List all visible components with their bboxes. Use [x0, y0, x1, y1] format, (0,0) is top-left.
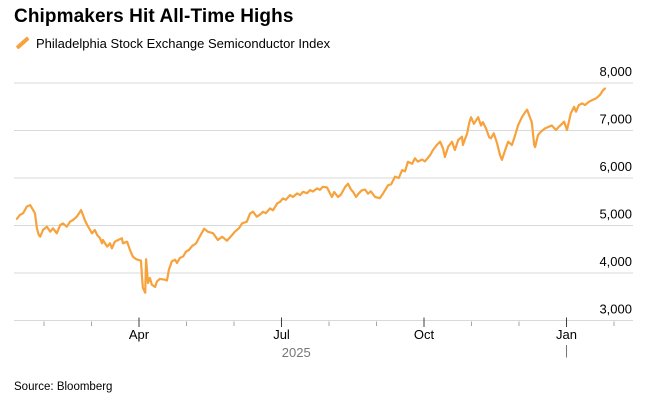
x-axis-label: Jan	[556, 327, 577, 342]
y-axis-label: 7,000	[599, 112, 632, 127]
y-axis-label: 3,000	[599, 302, 632, 317]
y-axis-label: 5,000	[599, 207, 632, 222]
y-axis-label: 4,000	[599, 254, 632, 269]
index-line	[15, 87, 607, 294]
year-label: 2025	[282, 345, 311, 360]
y-axis-label: 6,000	[599, 159, 632, 174]
x-axis-label: Oct	[414, 327, 435, 342]
y-axis-label: 8,000	[599, 64, 632, 79]
x-axis-label: Jul	[273, 327, 290, 342]
source-note: Source: Bloomberg	[14, 381, 113, 393]
legend: Philadelphia Stock Exchange Semiconducto…	[14, 35, 330, 51]
chart-title: Chipmakers Hit All-Time Highs	[14, 6, 294, 27]
x-axis-label: Apr	[129, 327, 150, 342]
legend-series-label: Philadelphia Stock Exchange Semiconducto…	[36, 35, 331, 51]
